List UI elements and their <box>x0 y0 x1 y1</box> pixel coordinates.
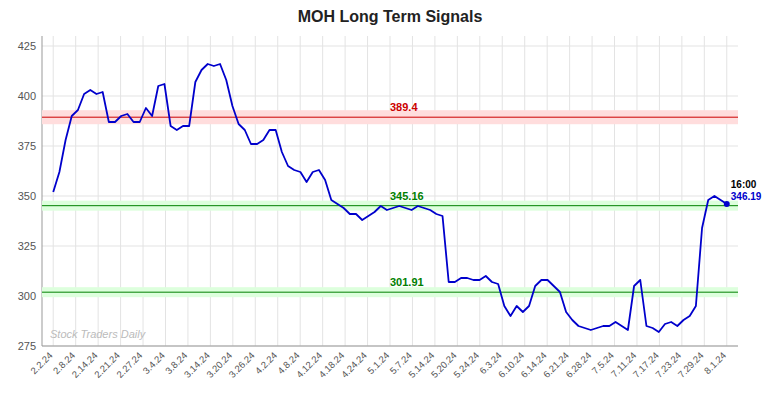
x-grid-line <box>255 36 256 346</box>
x-tick-label: 3.26.24 <box>227 350 257 380</box>
x-grid-line <box>524 36 525 346</box>
x-grid-line <box>345 36 346 346</box>
x-grid-line <box>187 36 188 346</box>
grid <box>42 36 738 346</box>
y-tick-label: 350 <box>18 190 36 202</box>
y-axis-line <box>42 36 43 346</box>
x-grid-line <box>277 36 278 346</box>
x-grid-line <box>457 36 458 346</box>
last-label: 346.19 <box>731 191 762 202</box>
x-grid-line <box>232 36 233 346</box>
x-grid-line <box>592 36 593 346</box>
watermark: Stock Traders Daily <box>50 328 147 340</box>
x-grid-line <box>367 36 368 346</box>
level-label: 301.91 <box>390 276 424 288</box>
level-line <box>42 117 738 118</box>
price-line <box>53 64 727 332</box>
x-grid-line <box>165 36 166 346</box>
x-grid-line <box>547 36 548 346</box>
y-tick-label: 400 <box>18 90 36 102</box>
background <box>0 0 784 398</box>
x-grid-line <box>726 36 727 346</box>
x-tick-label: 6.28.24 <box>563 350 593 380</box>
x-grid-line <box>98 36 99 346</box>
y-tick-label: 300 <box>18 290 36 302</box>
x-tick-label: 2.27.24 <box>114 350 144 380</box>
x-grid-line <box>659 36 660 346</box>
last-label: 16:00 <box>731 179 757 190</box>
x-axis-line <box>42 346 738 347</box>
x-tick-label: 5.24.24 <box>451 350 481 380</box>
x-grid-line <box>479 36 480 346</box>
x-grid-line <box>75 36 76 346</box>
y-tick-label: 375 <box>18 140 36 152</box>
x-grid-line <box>704 36 705 346</box>
x-tick-label: 2.2.24 <box>28 350 54 376</box>
x-grid-line <box>569 36 570 346</box>
x-tick-label: 5.1.24 <box>365 350 391 376</box>
x-grid-line <box>322 36 323 346</box>
y-tick-label: 325 <box>18 240 36 252</box>
x-tick-label: 4.24.24 <box>339 350 369 380</box>
x-tick-label: 3.4.24 <box>140 350 166 376</box>
y-tick-label: 275 <box>18 340 36 352</box>
x-grid-line <box>614 36 615 346</box>
y-grid-line <box>42 346 738 347</box>
level-label: 345.16 <box>390 190 424 202</box>
x-tick-label: 4.2.24 <box>253 350 279 376</box>
x-grid-line <box>434 36 435 346</box>
level-label: 389.4 <box>390 101 418 113</box>
x-tick-label: 7.29.24 <box>676 350 706 380</box>
x-tick-label: 8.1.24 <box>702 350 728 376</box>
chart: MOH Long Term Signals 275 300 325 350 375 400 4… <box>0 0 784 398</box>
x-grid-line <box>210 36 211 346</box>
x-grid-line <box>636 36 637 346</box>
y-tick-label: 425 <box>18 40 36 52</box>
level-line <box>42 205 738 206</box>
x-grid-line <box>143 36 144 346</box>
title: MOH Long Term Signals <box>298 8 483 25</box>
x-grid-line <box>681 36 682 346</box>
x-grid-line <box>120 36 121 346</box>
plot-area <box>42 64 738 332</box>
x-grid-line <box>300 36 301 346</box>
last-point <box>724 201 730 207</box>
